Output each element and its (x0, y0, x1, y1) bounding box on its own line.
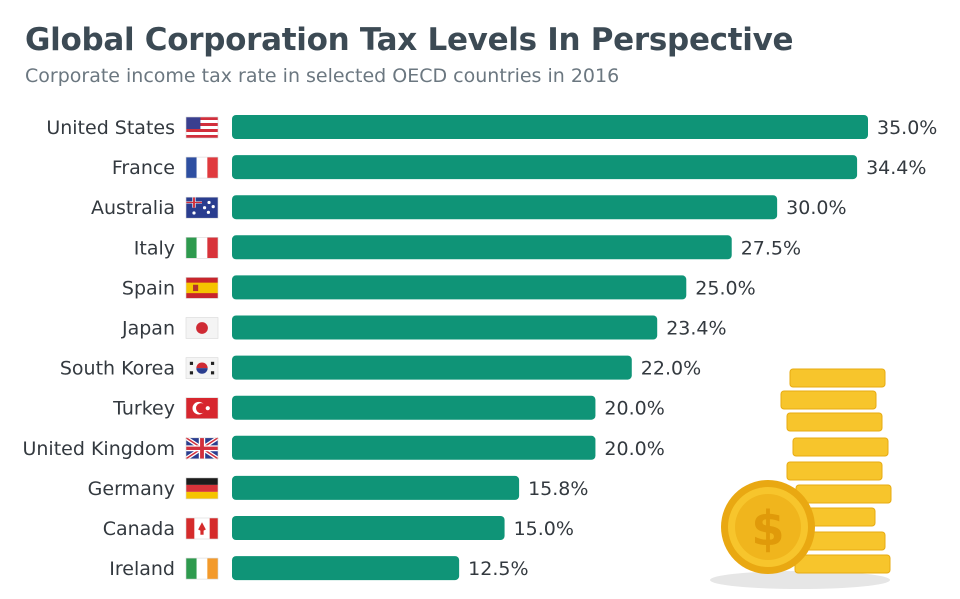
bar (232, 115, 868, 139)
country-label: United States (46, 117, 175, 139)
ca-flag-icon (185, 517, 219, 540)
de-flag-icon (185, 477, 219, 500)
country-label: Ireland (109, 558, 175, 580)
bar (232, 475, 520, 500)
value-label: 27.5% (741, 237, 801, 259)
bar-row: South Korea 22.0% (60, 355, 701, 380)
bar (232, 275, 687, 300)
bar-row: Turkey 20.0% (112, 395, 665, 420)
es-flag-icon (185, 277, 219, 299)
fr-flag-icon (185, 156, 219, 179)
country-label: United Kingdom (22, 438, 175, 460)
country-label: Japan (121, 318, 175, 340)
country-label: Canada (103, 518, 175, 540)
value-label: 30.0% (786, 197, 846, 219)
bar-row: Germany 15.8% (88, 475, 588, 500)
au-flag-icon (185, 196, 219, 219)
value-label: 35.0% (877, 117, 937, 139)
bar-row: France 34.4% (112, 155, 926, 180)
bar (232, 435, 596, 460)
bar-row: United Kingdom 20.0% (22, 435, 665, 461)
it-flag-icon (185, 237, 219, 259)
country-label: France (112, 157, 175, 179)
bar-row: Australia 30.0% (91, 195, 847, 220)
value-label: 15.8% (528, 478, 588, 500)
chart-subtitle: Corporate income tax rate in selected OE… (25, 65, 620, 87)
bar (232, 195, 778, 220)
gb-flag-icon (184, 436, 220, 461)
country-label: Spain (122, 277, 175, 299)
value-label: 25.0% (695, 277, 755, 299)
value-label: 12.5% (468, 558, 528, 580)
coin-stack-illustration: $ (710, 368, 892, 589)
svg-text:$: $ (751, 501, 784, 557)
country-label: Turkey (112, 398, 175, 420)
jp-flag-icon (185, 317, 219, 339)
country-label: Australia (91, 197, 175, 219)
kr-flag-icon (185, 357, 219, 379)
bar (232, 355, 632, 380)
country-label: South Korea (60, 358, 175, 380)
value-label: 23.4% (666, 318, 726, 340)
value-label: 34.4% (866, 157, 926, 179)
country-label: Germany (88, 478, 175, 500)
bar-row: Italy 27.5% (134, 235, 801, 260)
value-label: 15.0% (514, 518, 574, 540)
bar (232, 235, 732, 260)
bar-row: Canada 15.0% (103, 516, 574, 540)
value-label: 20.0% (604, 398, 664, 420)
tr-flag-icon (185, 397, 219, 420)
value-label: 20.0% (604, 438, 664, 460)
country-label: Italy (134, 237, 175, 259)
bar-row: Ireland 12.5% (109, 556, 529, 581)
bar-row: Spain 25.0% (122, 275, 756, 300)
chart-title: Global Corporation Tax Levels In Perspec… (25, 22, 794, 58)
bar-row: Japan 23.4% (121, 315, 727, 340)
value-label: 22.0% (641, 358, 701, 380)
bar (232, 516, 505, 540)
us-flag-icon (185, 116, 219, 139)
bar (232, 556, 460, 581)
bar (232, 315, 658, 340)
bar (232, 155, 858, 180)
bar-row: United States 35.0% (46, 115, 937, 139)
ie-flag-icon (185, 557, 219, 580)
bar (232, 395, 596, 420)
